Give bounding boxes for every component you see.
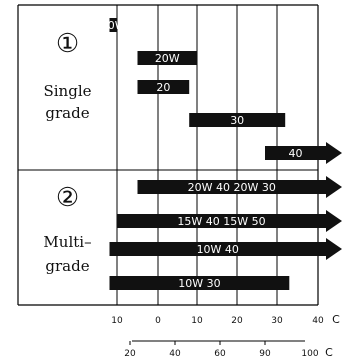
celsius-tick-0: 10 [111, 316, 123, 326]
bar-4 [265, 142, 342, 164]
group-marker-0: ① [56, 29, 79, 59]
fahrenheit-tick-3: 90 [259, 349, 271, 359]
bar-7 [109, 238, 342, 260]
celsius-tick-2: 10 [191, 316, 203, 326]
celsius-tick-5: 40 [312, 316, 324, 326]
fahrenheit-tick-0: 20 [124, 349, 136, 359]
group-label-line2-0: grade [45, 104, 89, 122]
group-marker-1: ② [56, 183, 79, 213]
bar-label-4: 40 [289, 147, 303, 160]
bar-label-5: 20W 40 20W 30 [188, 181, 276, 194]
group-label-line2-1: grade [45, 257, 89, 275]
bar-label-3: 30 [230, 114, 244, 127]
celsius-tick-1: 0 [155, 316, 161, 326]
bar-label-0: 10W [101, 19, 126, 32]
fahrenheit-axis: 20 40 60 90 100 C [124, 340, 333, 359]
celsius-tick-4: 30 [271, 316, 283, 326]
bar-label-1: 20W [155, 52, 180, 65]
bar-5 [137, 176, 342, 198]
bar-8 [109, 276, 290, 290]
chart-bars: 10W 20W 20 30 40 20W 40 20W 30 15W 40 15W 50 10… [101, 18, 342, 290]
bar-label-8: 10W 30 [178, 277, 220, 290]
fahrenheit-tick-1: 40 [169, 349, 181, 359]
celsius-unit: C [332, 313, 340, 326]
celsius-tick-3: 20 [231, 316, 243, 326]
bar-1 [137, 51, 197, 65]
group-label-line1-1: Multi– [43, 233, 91, 251]
fahrenheit-tick-4: 100 [301, 349, 318, 359]
chart-grid [116, 5, 278, 305]
bar-label-7: 10W 40 [197, 243, 239, 256]
bar-label-2: 20 [156, 81, 170, 94]
bar-label-6: 15W 40 15W 50 [177, 215, 265, 228]
celsius-axis: 10 0 10 20 30 40 C [111, 313, 340, 326]
group-label-line1-0: Single [43, 82, 91, 100]
bar-2 [137, 80, 190, 94]
bar-0 [109, 18, 117, 32]
fahrenheit-tick-2: 60 [214, 349, 226, 359]
group-labels: ① Single grade ② Multi– grade [43, 29, 91, 275]
bar-6 [117, 210, 342, 232]
bar-3 [189, 113, 286, 127]
fahrenheit-unit: C [325, 346, 333, 359]
